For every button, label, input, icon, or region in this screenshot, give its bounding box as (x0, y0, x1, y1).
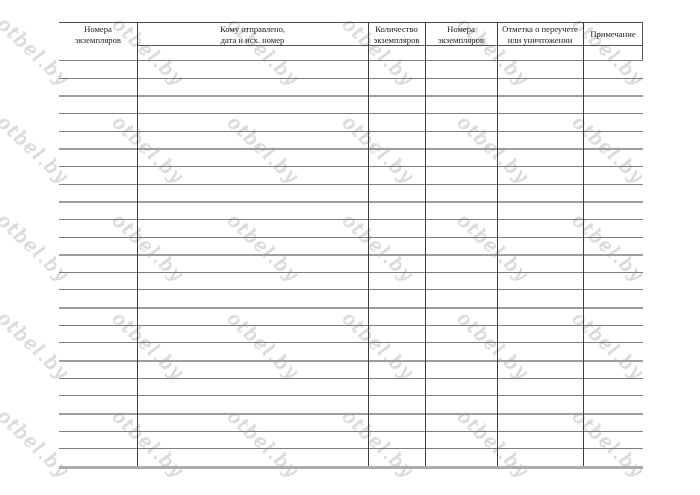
table-row-line (59, 148, 643, 150)
table-bottom-border (59, 466, 643, 469)
table-row-line (59, 448, 643, 449)
col-header-copy-numbers-2: Номера экземпляров (438, 24, 484, 45)
registry-table: Номера экземпляров Кому отправлено, дата… (59, 22, 643, 469)
table-row-line (59, 378, 643, 379)
table-row-line (59, 201, 643, 203)
table-row-line (59, 254, 643, 256)
table-header-row: Номера экземпляров Кому отправлено, дата… (59, 22, 643, 45)
table-column-border (425, 22, 426, 466)
table-row-line (59, 272, 643, 273)
table-row-line (59, 237, 643, 238)
table-row-line (59, 413, 643, 415)
table-row-line (59, 166, 643, 167)
table-row-line (59, 325, 643, 326)
table-column-border (368, 22, 369, 466)
table-row-line (59, 431, 643, 432)
table-row-line (59, 131, 643, 132)
col-header-sent-to: Кому отправлено, дата и исх. номер (219, 24, 286, 45)
table-column-border (497, 22, 498, 466)
col-header-recount-mark: Отметка о переучете или уничтожении (502, 24, 578, 45)
table-row-line (59, 342, 643, 343)
table-row-line (59, 289, 643, 290)
table-column-border (137, 22, 138, 466)
table-row-line (59, 219, 643, 220)
table-row-line (59, 395, 643, 396)
table-row-line (59, 184, 643, 185)
table-row-line (59, 307, 643, 309)
col-header-copy-quantity: Количество экземпляров (373, 24, 420, 45)
table-row-line (59, 95, 643, 97)
table-row-line (59, 360, 643, 362)
table-header-separator (137, 45, 643, 46)
table-row-line (59, 113, 643, 114)
table-row-line (59, 60, 643, 61)
table-column-border (583, 22, 584, 466)
table-header-right-border (642, 22, 643, 60)
col-header-copy-numbers: Номера экземпляров (75, 24, 121, 45)
table-row-line (59, 78, 643, 79)
table-top-border (59, 22, 643, 23)
col-header-note: Примечание (590, 29, 636, 40)
